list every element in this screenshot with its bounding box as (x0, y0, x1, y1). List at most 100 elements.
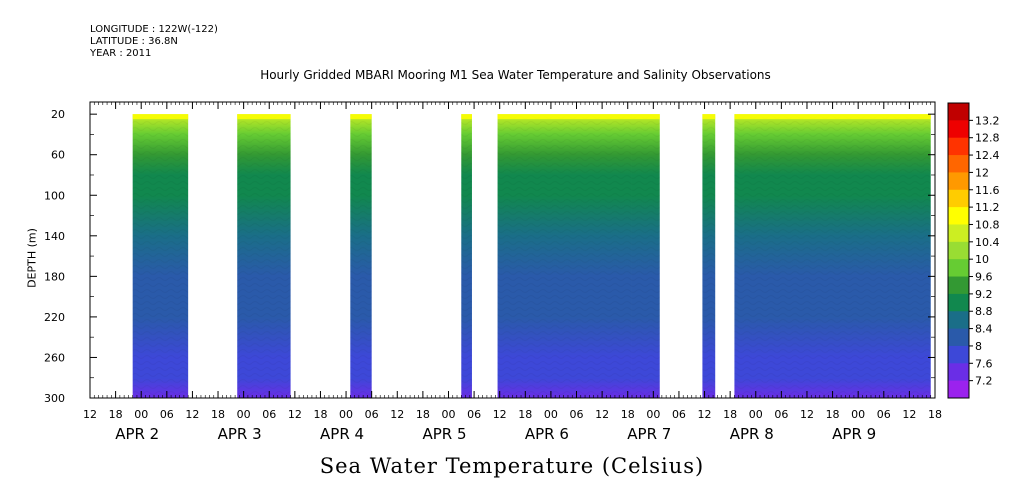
colorbar-swatch (948, 311, 969, 330)
x-tick-label: 12 (390, 408, 404, 421)
x-tick-label: 18 (826, 408, 840, 421)
colorbar-variable-label: Sea Water Temperature (Celsius) (319, 454, 705, 478)
surface-band (497, 114, 632, 120)
colorbar-swatch (948, 259, 969, 278)
x-date-label: APR 8 (730, 425, 774, 443)
colorbar-label: 9.2 (975, 288, 993, 301)
x-tick-label: 00 (339, 408, 353, 421)
y-tick-label: 180 (44, 270, 65, 283)
y-tick-label: 100 (44, 189, 65, 202)
latitude-label: LATITUDE : 36.8N (90, 36, 178, 47)
colorbar-label: 11.2 (975, 201, 1000, 214)
x-tick-label: 00 (851, 408, 865, 421)
colorbar-label: 10.8 (975, 218, 1000, 231)
data-segment-texture (702, 114, 716, 399)
surface-band (631, 114, 660, 120)
x-tick-label: 00 (237, 408, 251, 421)
colorbar-label: 7.6 (975, 357, 993, 370)
colorbar-swatch (948, 363, 969, 382)
colorbar-label: 8.4 (975, 323, 993, 336)
colorbar-frame (947, 102, 970, 399)
x-tick-label: 12 (493, 408, 507, 421)
x-tick-label: 06 (365, 408, 379, 421)
x-tick-label: 12 (595, 408, 609, 421)
colorbar: 13.2 12.8 12.4 12 11.6 11.2 10.8 10.4 10 9.6 9.2 8.… (947, 102, 1000, 399)
longitude-label: LONGITUDE : 122W(-122) (90, 24, 218, 35)
x-tick-label: 12 (185, 408, 199, 421)
colorbar-swatch (948, 103, 969, 121)
data-segment-texture (461, 114, 472, 399)
axes: 12 18 00 06 12 18 00 06 12 18 00 06 12 18 00 06 12 18 00 06… (44, 101, 942, 443)
colorbar-swatch (948, 189, 969, 208)
surface-band (350, 114, 372, 120)
data-segment-texture (350, 114, 372, 399)
x-tick-label: 18 (313, 408, 327, 421)
x-date-label: APR 9 (832, 425, 876, 443)
year-label: YEAR : 2011 (90, 48, 152, 59)
colorbar-label: 7.2 (975, 375, 993, 388)
y-tick-label: 260 (44, 351, 65, 364)
x-tick-label: 18 (621, 408, 635, 421)
metadata-block: LONGITUDE : 122W(-122) LATITUDE : 36.8N … (90, 24, 218, 60)
x-date-label: APR 5 (422, 425, 466, 443)
colorbar-label: 11.6 (975, 184, 1000, 197)
x-tick-label: 00 (646, 408, 660, 421)
x-tick-label: 06 (877, 408, 891, 421)
colorbar-label: 8 (975, 340, 982, 353)
colorbar-label: 12.8 (975, 132, 1000, 145)
x-date-label: APR 6 (525, 425, 569, 443)
colorbar-swatch (948, 328, 969, 347)
x-tick-label: 12 (800, 408, 814, 421)
y-tick-label: 300 (44, 392, 65, 405)
x-tick-label: 12 (83, 408, 97, 421)
plot-area (132, 114, 931, 399)
y-tick-label: 220 (44, 311, 65, 324)
colorbar-swatch (948, 345, 969, 364)
colorbar-label: 12 (975, 166, 989, 179)
colorbar-swatch (948, 172, 969, 191)
colorbar-swatch (948, 137, 969, 156)
surface-band (734, 114, 931, 120)
colorbar-label: 10.4 (975, 236, 1000, 249)
colorbar-swatch (948, 155, 969, 173)
x-tick-label: 12 (288, 408, 302, 421)
data-segment-texture (631, 114, 660, 399)
x-tick-label: 06 (672, 408, 686, 421)
y-tick-label: 140 (44, 230, 65, 243)
colorbar-label: 12.4 (975, 149, 1000, 162)
x-date-label: APR 2 (115, 425, 159, 443)
x-tick-label: 18 (518, 408, 532, 421)
x-date-label: APR 3 (218, 425, 262, 443)
x-tick-label: 06 (160, 408, 174, 421)
colorbar-label: 8.8 (975, 305, 993, 318)
colorbar-label: 9.6 (975, 271, 993, 284)
x-tick-label: 18 (928, 408, 942, 421)
x-tick-label: 00 (441, 408, 455, 421)
surface-band (132, 114, 189, 120)
colorbar-swatch (948, 224, 969, 243)
x-tick-label: 06 (467, 408, 481, 421)
surface-band (237, 114, 291, 120)
data-segment-texture (734, 114, 931, 399)
x-tick-label: 12 (698, 408, 712, 421)
x-tick-label: 18 (211, 408, 225, 421)
surface-band (461, 114, 472, 120)
data-segment-texture (497, 114, 632, 399)
surface-band (702, 114, 716, 120)
colorbar-swatch (948, 241, 969, 260)
colorbar-label: 13.2 (975, 114, 1000, 127)
x-tick-label: 06 (774, 408, 788, 421)
data-segment-texture (132, 114, 189, 399)
colorbar-swatch (948, 293, 969, 312)
x-tick-label: 12 (902, 408, 916, 421)
colorbar-swatch (948, 120, 969, 139)
x-date-label: APR 7 (627, 425, 671, 443)
colorbar-swatch (948, 380, 969, 399)
x-tick-label: 18 (416, 408, 430, 421)
x-tick-label: 00 (134, 408, 148, 421)
x-tick-label: 18 (109, 408, 123, 421)
x-tick-label: 06 (262, 408, 276, 421)
data-segment-texture (237, 114, 291, 399)
chart-title: Hourly Gridded MBARI Mooring M1 Sea Wate… (260, 68, 771, 82)
